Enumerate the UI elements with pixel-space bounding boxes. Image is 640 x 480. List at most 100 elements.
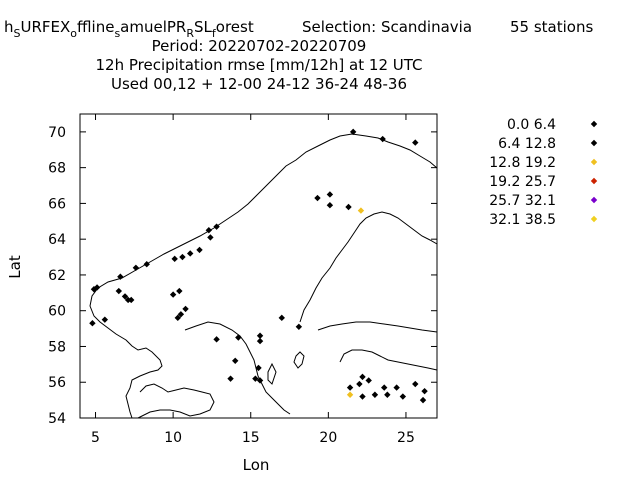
data-point [101, 316, 109, 323]
title-subscript: s [114, 27, 120, 40]
variable-label: 12h Precipitation rmse [mm/12h] at 12 UT… [96, 56, 423, 74]
data-point [349, 128, 357, 136]
data-point [182, 305, 189, 313]
data-point [345, 203, 352, 211]
title-part: h [4, 18, 14, 36]
x-tick-label: 25 [397, 430, 415, 446]
coastline-gulf-of-bothnia [299, 211, 438, 323]
data-point [121, 293, 129, 300]
data-point [235, 334, 242, 341]
legend: 0.0 6.4 6.4 12.8 12.8 19.2 19.2 25.7 25.7 32… [489, 117, 598, 228]
legend-label: 25.7 32.1 [489, 193, 556, 209]
legend-marker [590, 196, 598, 204]
legend-marker [590, 120, 598, 128]
data-point [359, 373, 366, 381]
data-point [255, 364, 262, 372]
coastline-finland-estonia [317, 321, 438, 333]
title-part: orest [216, 18, 254, 36]
title-part: SL [194, 18, 213, 36]
period-label: Period: 20220702-20220709 [152, 37, 367, 55]
data-point [371, 391, 379, 398]
y-tick-label: 64 [48, 232, 66, 248]
x-axis-ticks: 5 10 15 20 25 [91, 114, 415, 446]
data-point [143, 261, 150, 268]
data-point [314, 194, 321, 202]
data-point [132, 264, 140, 271]
coastline-denmark [137, 383, 215, 419]
data-point [381, 384, 388, 391]
data-point [252, 375, 259, 382]
legend-label: 6.4 12.8 [498, 136, 556, 152]
data-point [399, 393, 407, 400]
title-subscript: S [14, 27, 21, 40]
x-tick-label: 5 [91, 430, 100, 446]
y-tick-label: 56 [48, 375, 66, 391]
x-tick-label: 15 [242, 430, 260, 446]
coastline-gotland [293, 351, 305, 369]
data-point [169, 291, 177, 298]
legend-label: 19.2 25.7 [489, 174, 556, 190]
legend-marker [590, 139, 598, 147]
data-points [89, 128, 428, 404]
y-axis-label: Lat [6, 255, 24, 279]
data-point [177, 311, 185, 318]
data-point [117, 273, 124, 280]
title-part: URFEX [21, 18, 71, 36]
legend-marker [590, 158, 598, 166]
data-point [359, 393, 366, 400]
data-point [295, 323, 303, 330]
title-part: ffline [77, 18, 114, 36]
data-point [384, 391, 391, 398]
data-point [207, 234, 214, 241]
data-point [93, 284, 101, 291]
stations-count: 55 stations [510, 18, 593, 36]
data-point [393, 384, 400, 391]
data-point [365, 377, 372, 384]
legend-marker [590, 215, 598, 223]
used-label: Used 00,12 + 12-00 24-12 36-24 48-36 [111, 75, 407, 93]
data-point [356, 380, 363, 388]
data-point [227, 375, 234, 382]
data-point [379, 135, 386, 143]
coastline-oland [267, 362, 277, 385]
data-point [346, 384, 354, 391]
coastline-scandinavia-south [184, 321, 291, 415]
data-point [278, 314, 285, 322]
y-tick-label: 60 [48, 304, 66, 320]
data-point [326, 202, 334, 209]
data-point [346, 391, 354, 398]
data-point [213, 223, 220, 230]
data-point [115, 287, 123, 295]
title-subscript: R [186, 27, 194, 40]
data-point [256, 337, 264, 345]
y-axis-ticks: 54 56 58 60 62 64 66 68 70 [48, 125, 437, 427]
y-tick-label: 54 [48, 411, 66, 427]
chart-title-line1: hSURFEXofflinesamuelPRRSLforest [4, 18, 254, 40]
data-point [232, 357, 239, 364]
data-point [419, 396, 427, 404]
x-tick-label: 20 [319, 430, 337, 446]
x-axis-label: Lon [243, 456, 270, 474]
y-tick-label: 58 [48, 339, 66, 355]
legend-label: 12.8 19.2 [489, 155, 556, 171]
title-part: amuelPR [120, 18, 186, 36]
coastline-norway-sweden [89, 133, 438, 419]
title-subscript: o [70, 27, 77, 40]
legend-label: 0.0 6.4 [507, 117, 556, 133]
y-tick-label: 70 [48, 125, 66, 141]
legend-marker [590, 177, 598, 185]
data-point [205, 227, 213, 234]
y-tick-label: 62 [48, 268, 66, 284]
data-point [326, 191, 334, 198]
legend-label: 32.1 38.5 [489, 212, 556, 228]
data-point [171, 255, 178, 263]
data-point [89, 320, 96, 327]
plot-frame [79, 113, 438, 419]
coastline-baltic-east [339, 349, 438, 371]
selection-label: Selection: Scandinavia [302, 18, 472, 36]
data-point [187, 250, 194, 257]
title-subscript: f [212, 27, 217, 40]
data-point [412, 380, 419, 388]
data-point [128, 296, 135, 304]
